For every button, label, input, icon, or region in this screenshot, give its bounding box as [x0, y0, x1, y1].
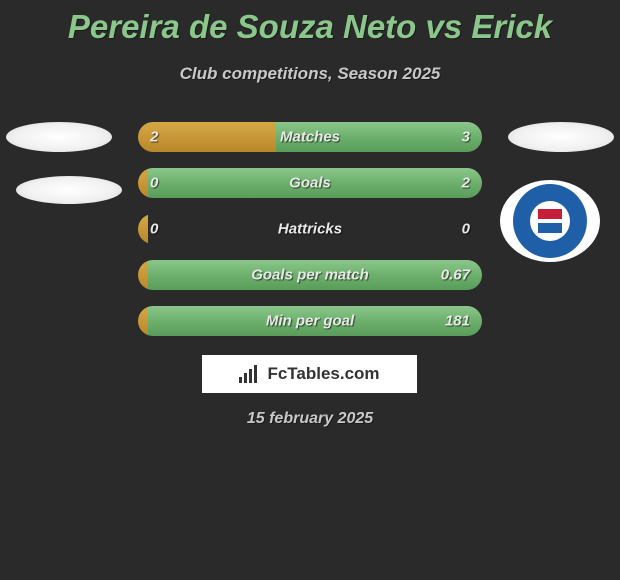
stat-value-left: 0 — [150, 221, 158, 238]
stat-value-right: 181 — [445, 313, 470, 330]
stat-value-right: 2 — [462, 175, 470, 192]
player1-avatar — [6, 122, 112, 152]
stat-bar-left-fill — [138, 214, 148, 244]
stat-value-right: 0.67 — [441, 267, 470, 284]
stat-label: Min per goal — [266, 313, 354, 330]
stat-label: Matches — [280, 129, 340, 146]
stat-bar-left-fill — [138, 260, 148, 290]
branding-box: FcTables.com — [202, 355, 417, 393]
stat-label: Hattricks — [278, 221, 342, 238]
player2-club-badge — [500, 180, 600, 262]
stat-value-right: 3 — [462, 129, 470, 146]
stat-label: Goals — [289, 175, 331, 192]
stat-bar: Goals per match 0.67 — [138, 260, 482, 290]
club-badge-inner — [513, 184, 587, 258]
comparison-title: Pereira de Souza Neto vs Erick — [0, 0, 620, 46]
stat-bar: 2 Matches 3 — [138, 122, 482, 152]
comparison-subtitle: Club competitions, Season 2025 — [0, 64, 620, 84]
player2-avatar — [508, 122, 614, 152]
club-badge-center — [530, 201, 570, 241]
stat-value-right: 0 — [462, 221, 470, 238]
stats-container: 2 Matches 3 0 Goals 2 0 Hattricks 0 Goals per mat… — [138, 122, 482, 352]
brand-text: FcTables.com — [267, 364, 379, 384]
stat-bar-left-fill — [138, 306, 148, 336]
stat-bar: Min per goal 181 — [138, 306, 482, 336]
stat-bar-left-fill — [138, 168, 148, 198]
stat-bar: 0 Hattricks 0 — [138, 214, 482, 244]
footer-date: 15 february 2025 — [247, 410, 373, 428]
stat-value-left: 0 — [150, 175, 158, 192]
stat-label: Goals per match — [251, 267, 369, 284]
stat-bar: 0 Goals 2 — [138, 168, 482, 198]
brand-chart-icon — [239, 365, 261, 383]
player1-club-badge — [16, 176, 122, 204]
stat-bar-left-fill — [138, 122, 276, 152]
stat-value-left: 2 — [150, 129, 158, 146]
